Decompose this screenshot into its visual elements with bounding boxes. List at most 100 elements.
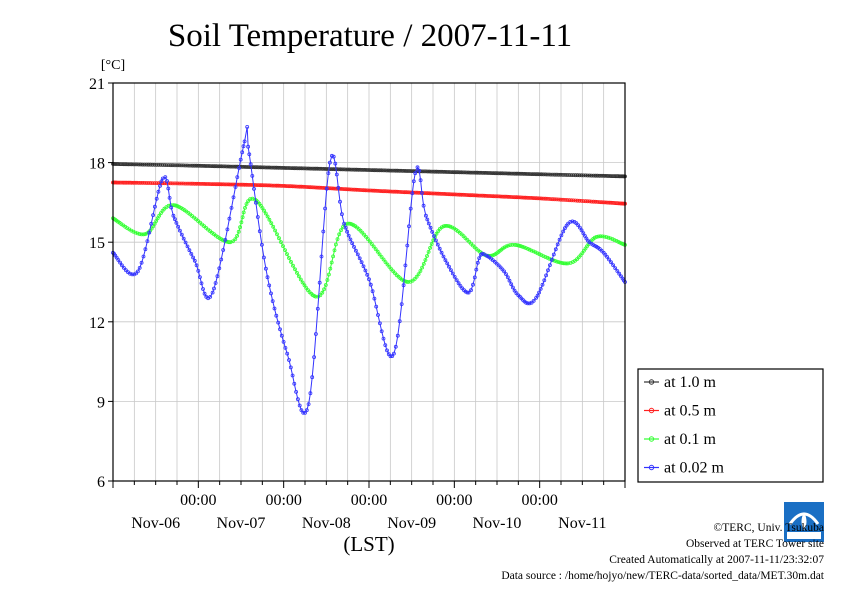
data-point <box>542 278 547 283</box>
data-point <box>372 168 377 173</box>
data-point <box>231 195 236 200</box>
data-point <box>213 281 218 285</box>
data-point <box>136 162 141 167</box>
data-point <box>287 166 291 170</box>
data-point <box>433 238 438 243</box>
data-point <box>468 193 473 198</box>
data-point <box>352 187 357 192</box>
data-point <box>336 167 341 172</box>
data-point <box>452 170 457 175</box>
data-point <box>505 194 510 199</box>
data-point <box>450 225 455 230</box>
data-point <box>152 221 157 226</box>
data-point <box>556 260 561 265</box>
x-day-label: Nov-07 <box>217 515 266 532</box>
data-point <box>498 171 503 176</box>
legend-label: at 0.1 m <box>664 431 717 448</box>
data-point <box>327 167 332 172</box>
data-point <box>520 195 524 200</box>
data-point <box>192 258 197 263</box>
data-point <box>322 287 327 292</box>
data-point <box>406 169 411 173</box>
data-point <box>152 162 157 167</box>
data-point <box>167 195 172 200</box>
data-point <box>247 182 252 187</box>
data-point <box>354 167 359 172</box>
data-point <box>508 243 513 248</box>
data-point <box>576 223 580 228</box>
data-point <box>470 170 475 175</box>
data-point <box>367 188 371 193</box>
data-point <box>240 215 245 220</box>
data-point <box>320 166 325 171</box>
data-point <box>602 234 607 239</box>
data-point <box>383 260 388 265</box>
data-point <box>373 247 378 252</box>
data-point <box>247 152 252 157</box>
data-point <box>365 272 370 277</box>
data-point <box>342 187 347 192</box>
data-point <box>441 169 446 174</box>
data-point <box>384 189 389 194</box>
data-point <box>235 175 240 180</box>
data-point <box>379 255 384 259</box>
data-point <box>148 162 153 167</box>
data-point <box>566 261 570 266</box>
data-point <box>553 197 557 202</box>
data-point <box>320 290 325 295</box>
data-point <box>294 389 299 394</box>
data-point <box>134 180 139 185</box>
data-point <box>573 198 578 203</box>
data-point <box>260 206 265 211</box>
data-point <box>504 272 508 277</box>
data-point <box>285 252 289 257</box>
data-point <box>149 221 154 226</box>
data-point <box>409 169 414 174</box>
data-point <box>317 166 322 171</box>
data-point <box>464 193 469 197</box>
data-point <box>231 239 235 244</box>
data-point <box>194 263 199 268</box>
data-point <box>434 231 439 236</box>
data-point <box>177 181 182 186</box>
data-point <box>340 187 345 191</box>
data-point <box>262 208 267 213</box>
data-point <box>407 224 411 229</box>
data-point <box>292 166 297 171</box>
data-point <box>563 226 567 231</box>
data-point <box>215 274 220 279</box>
data-point <box>592 235 597 240</box>
chart-footer: ©TERC, Univ. Tsukuba Observed at TERC To… <box>501 520 824 584</box>
data-point <box>575 198 580 203</box>
data-point <box>429 191 434 196</box>
data-point <box>563 172 567 177</box>
data-point <box>168 163 173 168</box>
data-point <box>325 278 330 282</box>
data-point <box>304 408 309 413</box>
data-point <box>525 301 530 306</box>
data-point <box>447 170 451 174</box>
data-point <box>389 267 394 272</box>
data-point <box>465 290 470 295</box>
data-point <box>240 150 245 155</box>
data-point <box>482 193 487 198</box>
data-point <box>227 216 232 221</box>
data-point <box>606 235 611 240</box>
data-point <box>534 172 538 177</box>
data-point <box>371 244 376 249</box>
data-point <box>304 166 309 171</box>
data-point <box>303 166 307 171</box>
data-point <box>352 167 357 172</box>
data-point <box>555 259 559 264</box>
observed-text: Observed at TERC Tower site <box>685 538 824 550</box>
data-point <box>141 232 146 237</box>
data-point <box>141 254 146 259</box>
data-point <box>253 165 258 170</box>
data-point <box>374 168 379 173</box>
data-point <box>377 321 382 326</box>
data-point <box>559 233 564 238</box>
data-point <box>511 285 515 290</box>
data-point <box>608 236 613 241</box>
data-point <box>540 282 545 287</box>
